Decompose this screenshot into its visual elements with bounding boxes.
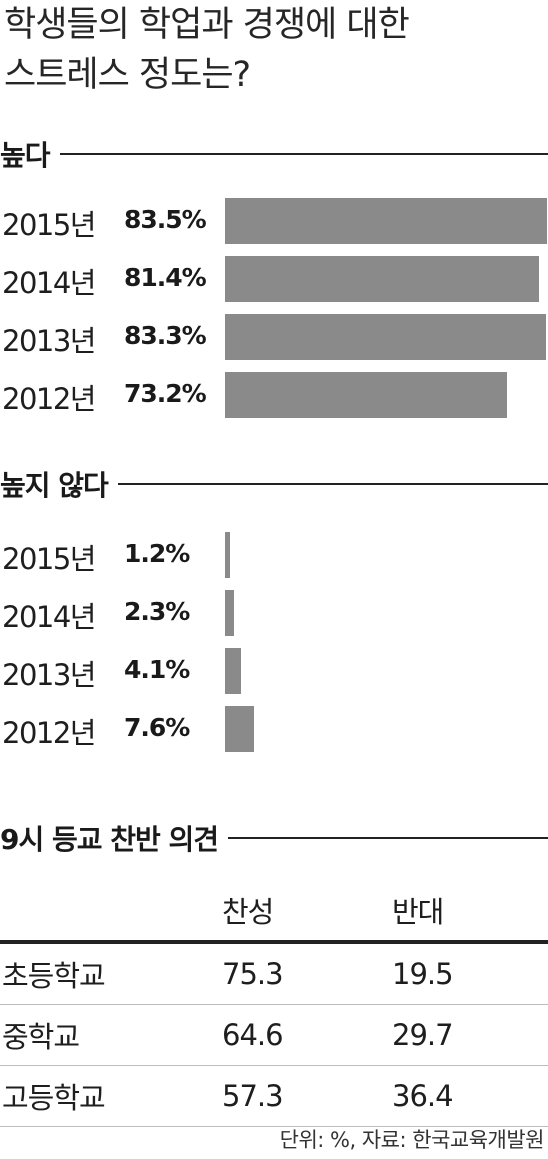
table-row: 초등학교 75.3 19.5	[0, 942, 548, 1005]
section-divider	[59, 153, 548, 155]
year-label: 2013년	[2, 324, 96, 358]
table-cell: 19.5	[391, 942, 548, 1005]
section-high-title: 높다	[0, 139, 51, 172]
value-label: 83.3%	[124, 321, 207, 350]
low-stress-bar-row: 2015년 1.2%	[0, 530, 548, 580]
value-label: 4.1%	[124, 655, 190, 684]
title-line-1: 학생들의 학업과 경쟁에 대한	[4, 5, 410, 45]
table-cell: 75.3	[221, 942, 391, 1005]
section-low-title: 높지 않다	[0, 469, 109, 502]
low-stress-bar	[225, 706, 255, 752]
high-stress-bar-row: 2014년 81.4%	[0, 254, 548, 304]
value-label: 7.6%	[124, 713, 190, 742]
section-table-header: 9시 등교 찬반 의견	[0, 818, 548, 858]
year-label: 2014년	[2, 266, 96, 300]
table-header-cell: 찬성	[221, 880, 391, 944]
table-row: 중학교 64.6 29.7	[0, 1004, 548, 1066]
low-stress-bar-row: 2012년 7.6%	[0, 704, 548, 754]
table-cell: 고등학교	[0, 1065, 221, 1127]
high-stress-bar-row: 2013년 83.3%	[0, 312, 548, 362]
year-label: 2015년	[2, 208, 96, 242]
table-row: 고등학교 57.3 36.4	[0, 1065, 548, 1127]
table-cell: 초등학교	[0, 942, 221, 1005]
value-label: 81.4%	[124, 263, 207, 292]
high-stress-bar	[225, 198, 547, 244]
year-label: 2012년	[2, 716, 96, 750]
high-stress-bar-row: 2012년 73.2%	[0, 370, 548, 420]
year-label: 2014년	[2, 600, 96, 634]
high-stress-bar	[225, 256, 539, 302]
high-stress-bar-row: 2015년 83.5%	[0, 196, 548, 246]
chart-title: 학생들의 학업과 경쟁에 대한 스트레스 정도는?	[4, 0, 544, 100]
table-cell: 36.4	[391, 1065, 548, 1127]
low-stress-bar	[225, 532, 230, 578]
title-line-2: 스트레스 정도는?	[4, 55, 251, 95]
table-header-cell: 반대	[391, 880, 548, 944]
value-label: 83.5%	[124, 205, 207, 234]
table-cell: 29.7	[391, 1004, 548, 1066]
value-label: 73.2%	[124, 379, 207, 408]
year-label: 2015년	[2, 542, 96, 576]
low-stress-bar	[225, 590, 234, 636]
section-low-header: 높지 않다	[0, 464, 548, 504]
section-table-title: 9시 등교 찬반 의견	[0, 823, 219, 856]
table-header-row: 찬성 반대	[0, 880, 548, 944]
year-label: 2012년	[2, 382, 96, 416]
high-stress-bar	[225, 372, 508, 418]
table-cell: 중학교	[0, 1004, 221, 1066]
section-divider	[228, 837, 548, 839]
value-label: 1.2%	[124, 539, 190, 568]
value-label: 2.3%	[124, 597, 190, 626]
low-stress-bar-row: 2013년 4.1%	[0, 646, 548, 696]
table-header-cell	[0, 880, 221, 944]
table-cell: 64.6	[221, 1004, 391, 1066]
table-cell: 57.3	[221, 1065, 391, 1127]
low-stress-bar-row: 2014년 2.3%	[0, 588, 548, 638]
section-high-header: 높다	[0, 134, 548, 174]
source-note: 단위: %, 자료: 한국교육개발원	[279, 1128, 545, 1152]
high-stress-bar	[225, 314, 547, 360]
year-label: 2013년	[2, 658, 96, 692]
opinion-table: 찬성 반대 초등학교 75.3 19.5 중학교 64.6 29.7 고등학교 …	[0, 880, 548, 1127]
section-divider	[117, 483, 548, 485]
low-stress-bar	[225, 648, 241, 694]
